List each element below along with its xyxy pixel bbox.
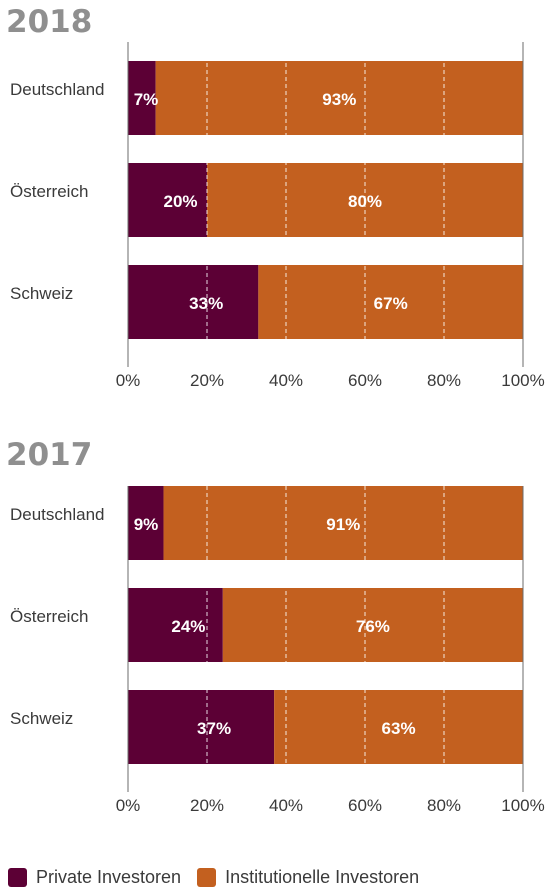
chart-title: 2017 bbox=[6, 437, 93, 473]
legend-swatch-institutional bbox=[197, 867, 217, 887]
data-label: 67% bbox=[374, 294, 408, 313]
data-label: 93% bbox=[322, 90, 356, 109]
data-label: 9% bbox=[134, 515, 159, 534]
chart-title: 2018 bbox=[6, 4, 93, 40]
x-tick-label: 80% bbox=[427, 371, 461, 390]
data-label: 37% bbox=[197, 719, 231, 738]
x-tick-label: 0% bbox=[116, 371, 141, 390]
chart-panel-2017: 2017 9% 91% 24% 76% 37% 63% Deutschland Österre… bbox=[0, 425, 555, 825]
chart-plot-2017: 9% 91% 24% 76% 37% 63% Deutschland Österreich Sc… bbox=[10, 486, 545, 815]
legend-item-institutional: Institutionelle Investoren bbox=[197, 867, 419, 888]
x-tick-label: 60% bbox=[348, 796, 382, 815]
data-label: 20% bbox=[163, 192, 197, 211]
bar-institutional-schweiz bbox=[274, 690, 523, 764]
x-tick-label: 0% bbox=[116, 796, 141, 815]
category-label: Schweiz bbox=[10, 709, 73, 728]
category-label: Deutschland bbox=[10, 80, 105, 99]
legend-label-private: Private Investoren bbox=[36, 866, 182, 887]
x-tick-label: 80% bbox=[427, 796, 461, 815]
data-label: 33% bbox=[189, 294, 223, 313]
legend-item-private: Private Investoren bbox=[8, 867, 181, 888]
category-label: Schweiz bbox=[10, 284, 73, 303]
data-label: 24% bbox=[171, 617, 205, 636]
data-label: 76% bbox=[356, 617, 390, 636]
x-tick-label: 20% bbox=[190, 371, 224, 390]
x-tick-label: 60% bbox=[348, 371, 382, 390]
x-tick-label: 20% bbox=[190, 796, 224, 815]
bar-institutional-deutschland bbox=[163, 486, 524, 560]
data-label: 7% bbox=[134, 90, 159, 109]
chart-panel-2018: 2018 7% 93% 20% 80% 33% 67% Deutschland Österre… bbox=[0, 0, 555, 400]
x-tick-label: 100% bbox=[501, 371, 544, 390]
bar-institutional-deutschland bbox=[155, 61, 523, 135]
x-tick-label: 40% bbox=[269, 371, 303, 390]
bar-institutional-österreich bbox=[222, 588, 524, 662]
x-tick-label: 40% bbox=[269, 796, 303, 815]
data-label: 80% bbox=[348, 192, 382, 211]
category-label: Österreich bbox=[10, 607, 88, 626]
bar-institutional-schweiz bbox=[258, 265, 523, 339]
category-label: Deutschland bbox=[10, 505, 105, 524]
x-tick-label: 100% bbox=[501, 796, 544, 815]
bar-private-österreich bbox=[128, 163, 207, 237]
legend-swatch-private bbox=[8, 867, 27, 887]
bar-private-deutschland bbox=[128, 61, 156, 135]
bar-private-schweiz bbox=[128, 265, 259, 339]
data-label: 91% bbox=[326, 515, 360, 534]
bar-private-schweiz bbox=[128, 690, 275, 764]
bar-private-deutschland bbox=[128, 486, 164, 560]
legend: Private Investoren Institutionelle Inves… bbox=[8, 866, 435, 888]
category-label: Österreich bbox=[10, 182, 88, 201]
data-label: 63% bbox=[382, 719, 416, 738]
chart-plot-2018: 7% 93% 20% 80% 33% 67% Deutschland Österreich Sc… bbox=[10, 42, 545, 390]
legend-label-institutional: Institutionelle Investoren bbox=[225, 866, 420, 887]
